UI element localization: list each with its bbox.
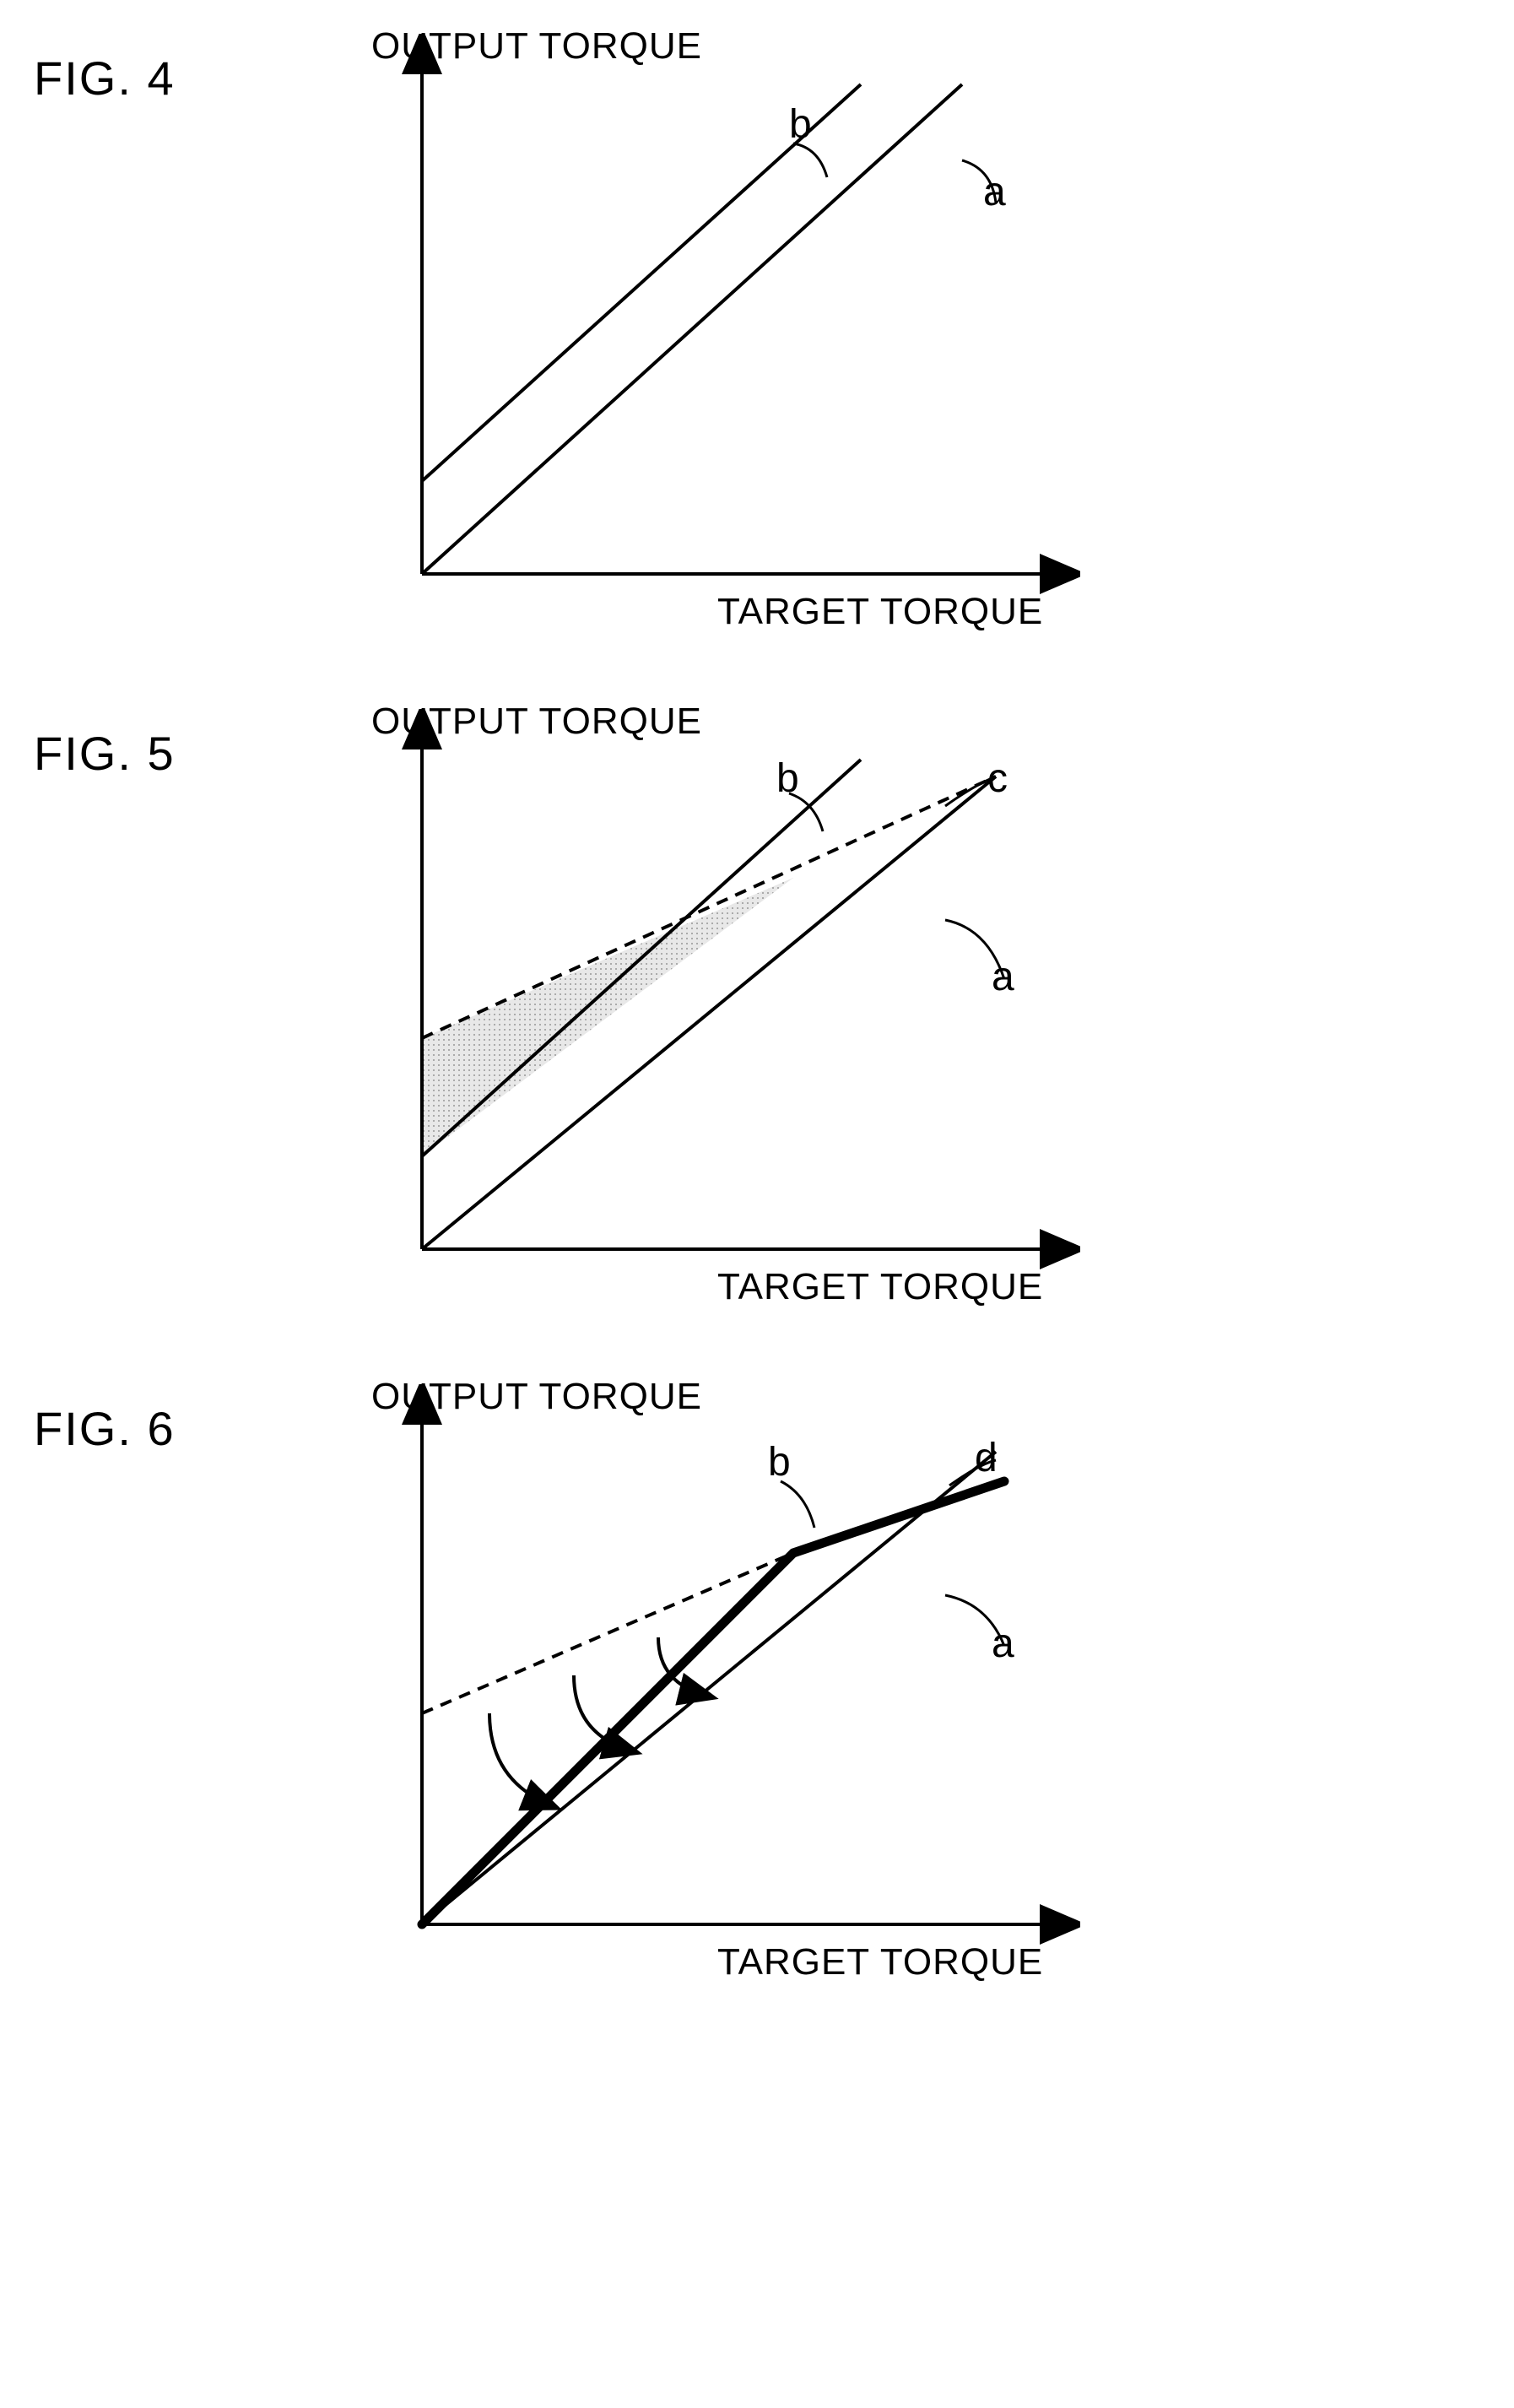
fig5-svg bbox=[321, 709, 1080, 1317]
fig5-line-b bbox=[422, 760, 861, 1156]
fig5-label-b: b bbox=[776, 755, 799, 802]
fig4-leader-b bbox=[793, 143, 827, 177]
fig6-y-axis-title: OUTPUT TORQUE bbox=[371, 1376, 702, 1418]
fig6-label-a: a bbox=[992, 1621, 1014, 1667]
fig4-x-axis-title: TARGET TORQUE bbox=[717, 591, 1043, 633]
fig5-label-c: c bbox=[987, 755, 1008, 802]
fig6-x-axis-title: TARGET TORQUE bbox=[717, 1941, 1043, 1983]
fig4-chart: OUTPUT TORQUE a b TARGET TORQUE bbox=[321, 34, 1080, 641]
fig4-svg bbox=[321, 34, 1080, 641]
fig5-chart: OUTPUT TORQUE bbox=[321, 709, 1080, 1317]
fig6-label: FIG. 6 bbox=[34, 1401, 321, 1456]
fig4-label: FIG. 4 bbox=[34, 51, 321, 106]
figure-5-row: FIG. 5 OUTPUT TORQUE bbox=[34, 709, 1480, 1317]
fig5-x-axis-title: TARGET TORQUE bbox=[717, 1266, 1043, 1308]
fig6-svg bbox=[321, 1384, 1080, 1992]
fig6-line-b-dashed bbox=[422, 1553, 793, 1713]
fig5-label: FIG. 5 bbox=[34, 726, 321, 781]
fig6-label-d: d bbox=[975, 1435, 998, 1481]
figure-4-row: FIG. 4 OUTPUT TORQUE a b TARGET TORQUE bbox=[34, 34, 1480, 641]
fig6-chart: OUTPUT TORQUE bbox=[321, 1384, 1080, 1992]
fig6-leader-b bbox=[781, 1481, 814, 1528]
fig5-label-a: a bbox=[992, 954, 1014, 1000]
fig4-line-a bbox=[422, 84, 962, 574]
fig4-y-axis-title: OUTPUT TORQUE bbox=[371, 25, 702, 68]
fig4-label-b: b bbox=[789, 101, 812, 148]
fig5-line-c bbox=[422, 777, 996, 1038]
fig5-shaded-region bbox=[422, 878, 793, 1156]
fig6-arrow-1 bbox=[489, 1713, 553, 1806]
fig4-label-a: a bbox=[983, 169, 1006, 215]
fig6-line-a bbox=[422, 1452, 996, 1924]
fig6-line-d bbox=[422, 1481, 1004, 1924]
figure-6-row: FIG. 6 OUTPUT TORQUE bbox=[34, 1384, 1480, 1992]
fig6-label-b: b bbox=[768, 1439, 791, 1485]
fig5-y-axis-title: OUTPUT TORQUE bbox=[371, 701, 702, 743]
